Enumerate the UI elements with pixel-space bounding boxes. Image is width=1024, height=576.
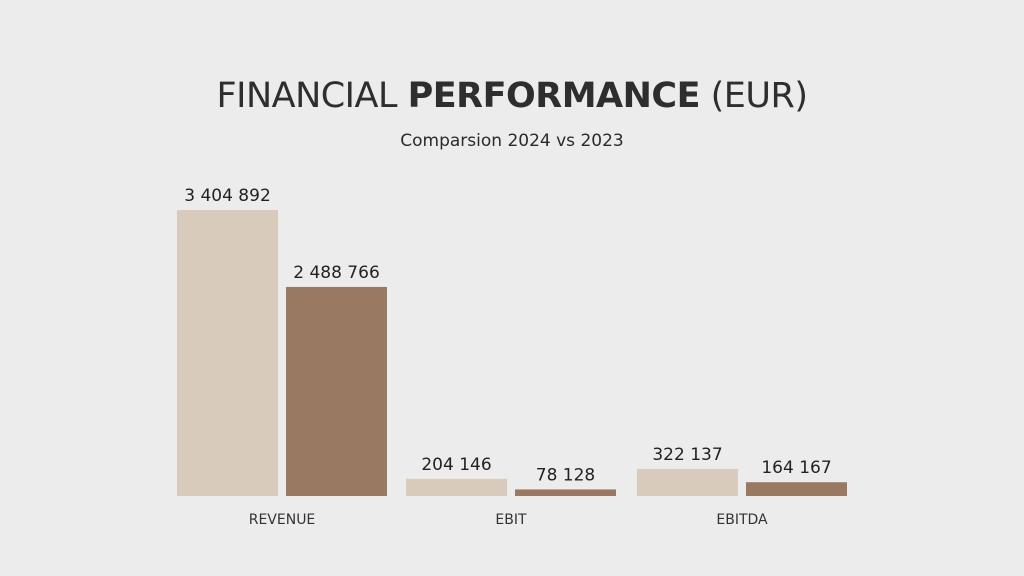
category-label-ebit: EBIT <box>495 512 527 528</box>
chart-subtitle: Comparsion 2024 vs 2023 <box>400 131 624 151</box>
chart-title: FINANCIAL PERFORMANCE (EUR) <box>0 72 1024 120</box>
category-label-revenue: REVENUE <box>249 512 316 528</box>
bar-revenue-series-2 <box>286 286 387 496</box>
data-label-ebitda-series-2: 164 167 <box>761 458 831 478</box>
chart-title-part3: (EUR) <box>700 76 808 116</box>
bar-ebit-series-2 <box>515 489 616 496</box>
data-label-ebit-series-1: 204 146 <box>421 455 491 475</box>
data-label-ebitda-series-1: 322 137 <box>652 445 722 465</box>
data-label-revenue-series-1: 3 404 892 <box>184 186 271 206</box>
bar-ebitda-series-2 <box>746 482 847 496</box>
bar-ebit-series-1 <box>406 478 507 496</box>
chart-title-part1: FINANCIAL <box>216 76 408 116</box>
category-label-ebitda: EBITDA <box>716 512 768 528</box>
bar-revenue-series-1 <box>177 210 278 496</box>
data-label-revenue-series-2: 2 488 766 <box>293 263 380 283</box>
bar-ebitda-series-1 <box>637 468 738 496</box>
data-label-ebit-series-2: 78 128 <box>536 465 595 485</box>
chart-title-part2: PERFORMANCE <box>407 76 701 116</box>
